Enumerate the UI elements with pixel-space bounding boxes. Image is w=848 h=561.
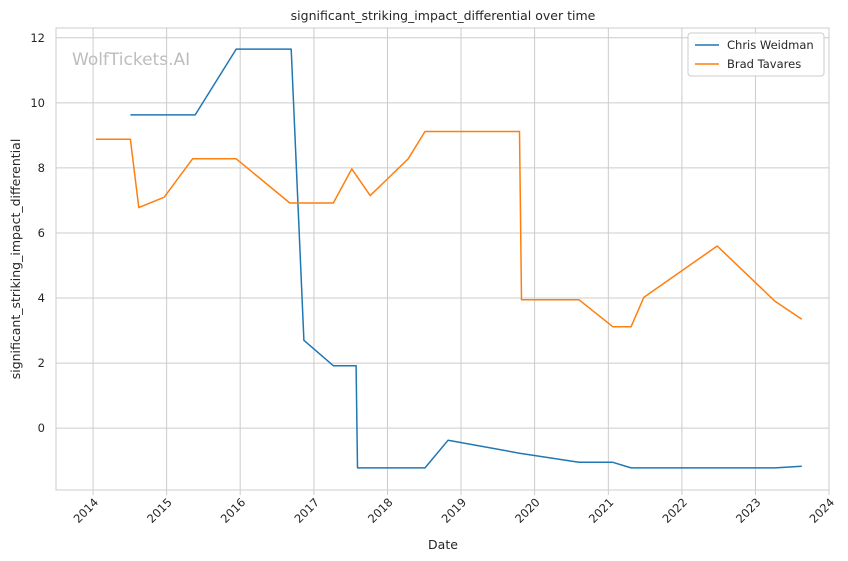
series-lines [95,48,803,469]
y-tick-label: 0 [38,421,45,435]
x-tick-label: 2018 [365,495,396,526]
x-tick-label: 2020 [512,495,543,526]
x-tick-label: 2015 [144,495,175,526]
y-tick-label: 4 [38,291,45,305]
legend: Chris Weidman Brad Tavares [687,32,825,77]
x-tick-label: 2016 [218,495,249,526]
x-axis: 2014 2015 2016 2017 2018 2019 2020 2021 2022 2023… [71,490,838,526]
x-tick-label: 2017 [291,495,322,526]
grid [56,28,830,490]
legend-box [687,32,825,77]
x-tick-label: 2021 [586,495,617,526]
plot-area [55,27,830,491]
y-axis: 0 2 4 6 8 10 12 [30,31,45,435]
x-tick-label: 2022 [659,495,690,526]
watermark: WolfTickets.AI [72,50,190,70]
series-line-brad-tavares [95,130,803,328]
y-tick-label: 6 [38,226,45,240]
chart-title: significant_striking_impact_differential… [291,8,596,23]
y-tick-label: 10 [30,96,45,110]
y-tick-label: 8 [38,161,45,175]
series-line-chris-weidman [130,48,802,469]
x-tick-label: 2014 [71,495,102,526]
x-tick-label: 2023 [733,495,764,526]
y-tick-label: 2 [38,356,45,370]
x-axis-label: Date [428,537,458,552]
y-tick-label: 12 [30,31,45,45]
y-axis-label: significant_striking_impact_differential [8,139,23,380]
legend-label: Brad Tavares [727,57,801,71]
legend-label: Chris Weidman [727,38,814,52]
x-tick-label: 2019 [439,495,470,526]
x-tick-label: 2024 [807,495,838,526]
